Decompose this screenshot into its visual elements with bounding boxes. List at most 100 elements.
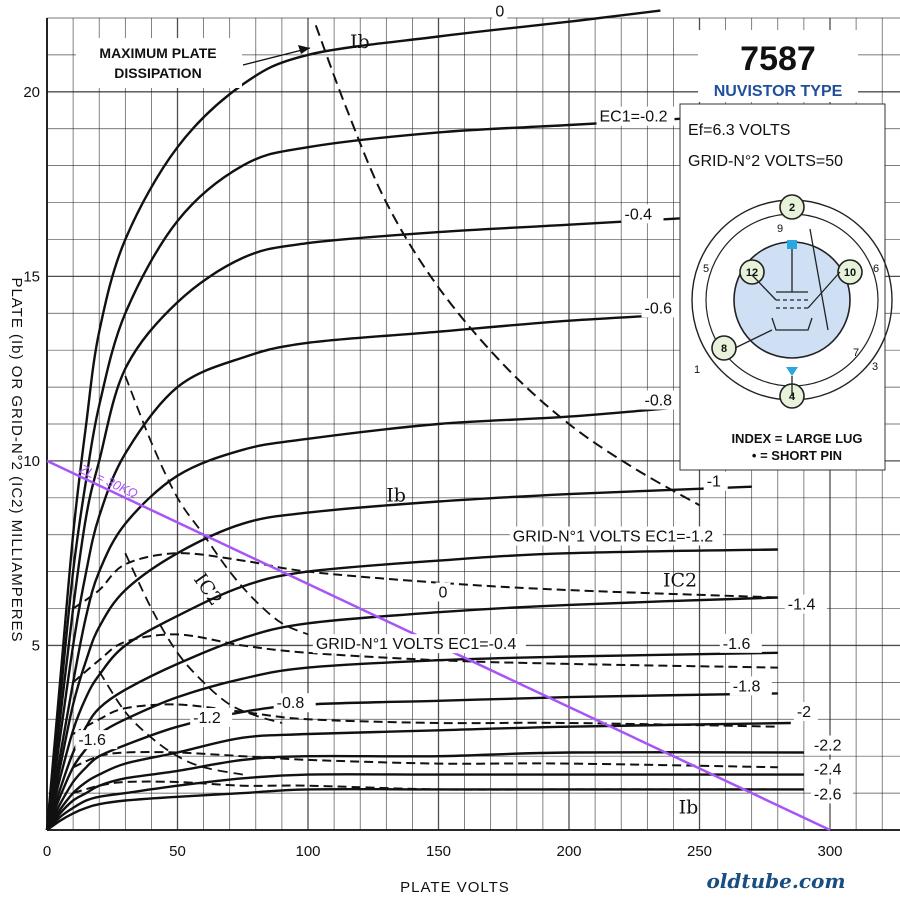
plate-curve-label: 0: [495, 4, 504, 21]
ic2-label: IC2: [663, 569, 697, 591]
y-tick-label: 5: [32, 637, 40, 654]
y-tick-label: 20: [23, 84, 40, 101]
x-tick-label: 250: [687, 843, 712, 860]
pin-small-label: 5: [703, 263, 709, 275]
screen-curve-label-bg: [273, 693, 316, 713]
plate-curve-label: -0.8: [645, 393, 673, 410]
y-axis-title: PLATE (Ib) OR GRID-N°2 (IC2) MILLIAMPERE…: [8, 277, 25, 642]
screen-curve-label: GRID-N°1 VOLTS EC1=-0.4: [316, 636, 516, 653]
curve-layer: [45, 9, 831, 832]
plate-curve-label-bg: [784, 594, 827, 614]
plate-curve-label-bg: [703, 471, 728, 491]
pin-circle: [837, 259, 863, 285]
screen-curve-label: -0.8: [277, 695, 305, 712]
y-tick-labels: 5 10 15 20: [23, 84, 40, 655]
screen-curve: [72, 552, 778, 610]
x-tick-label: 0: [43, 843, 51, 860]
x-tick-label: 50: [169, 843, 186, 860]
max-dissipation-line1: MAXIMUM PLATE: [99, 45, 216, 61]
pin-small-label: 9: [777, 223, 783, 235]
screen-curve: [72, 751, 778, 769]
plate-curve: [45, 485, 752, 831]
electrode-symbol: [734, 228, 841, 396]
plate-curve-label: -1: [707, 474, 721, 491]
plate-curve: [46, 751, 804, 831]
pin-small-label: 1: [694, 364, 700, 376]
pin-small-label: 6: [873, 263, 879, 275]
screen-curve-label-bg: [312, 634, 526, 654]
screen-curve-label-bg: [190, 707, 233, 727]
pin-small-labels: 9 5 6 1 7 3: [694, 223, 879, 376]
pin-circle: [739, 259, 765, 285]
plate-curve-label-bg: [596, 106, 675, 126]
x-tick-labels: 0 50 100 150 200 250 300: [43, 843, 843, 860]
curve-label-layer: ZL = 30KΩ0EC1=-0.2-0.4-0.6-0.8-1GRID-N°1…: [75, 1, 853, 818]
plate-curve-label: EC1=-0.2: [600, 109, 668, 126]
plate-curve-label-bg: [810, 784, 853, 804]
plate-curve-label: -2.2: [814, 737, 842, 754]
plate-curve-label: -1.4: [788, 596, 816, 613]
screen-envelope-curve: [124, 552, 283, 724]
max-dissipation-arrow: [242, 47, 311, 66]
chart-subtitle: NUVISTOR TYPE: [714, 83, 843, 100]
screen-curve: [72, 780, 778, 795]
plate-curve: [45, 596, 778, 831]
plate-curve: [45, 548, 778, 831]
y-tick-label: 10: [23, 453, 40, 470]
plate-curve-label: -2.6: [814, 786, 842, 803]
plate-curve: [45, 404, 700, 831]
max-dissipation-box: [76, 38, 242, 88]
x-tick-label: 150: [426, 843, 451, 860]
screen-envelope-curve: [124, 375, 309, 636]
plate-curve: [45, 312, 700, 831]
plate-curve-label-bg: [492, 1, 508, 21]
screen-curve-label: -1.2: [193, 710, 221, 727]
x-tick-label: 300: [817, 843, 842, 860]
plate-curve-label: -2.4: [814, 762, 842, 779]
screen-curve-label: -1.6: [78, 732, 106, 749]
title-box: [698, 30, 858, 102]
plate-curve-label-bg: [719, 633, 762, 653]
pin-label: 8: [721, 343, 727, 355]
condition-grid2: GRID-N°2 VOLTS=50: [688, 153, 843, 170]
footer-watermark: oldtube.com: [706, 869, 845, 893]
pin-label: 10: [844, 267, 856, 279]
screen-envelope-curve: [98, 670, 243, 776]
ib-plate-label: Ib: [386, 485, 406, 507]
pin-circle: [779, 194, 805, 220]
plate-curve-label-bg: [621, 204, 664, 224]
plate-curve: [45, 9, 661, 831]
screen-curve-label-bg: [435, 582, 451, 602]
pin-label: 2: [789, 202, 795, 214]
plate-curve-label-bg: [509, 526, 723, 546]
pin-diagram: 2 12 10 8 4 9 5 6 1 7 3: [691, 194, 893, 409]
screen-curve: [72, 633, 778, 684]
plate-curve-label: -1.6: [723, 636, 751, 653]
short-pin-marker: [786, 367, 798, 376]
plate-curve-label-bg: [729, 676, 772, 696]
plate-curve-label-bg: [793, 701, 818, 721]
pin-small-label: 3: [872, 361, 878, 373]
chart-title: 7587: [740, 40, 816, 78]
x-axis-title: PLATE VOLTS: [400, 879, 510, 896]
x-tick-label: 200: [556, 843, 581, 860]
index-lug: [787, 240, 797, 249]
screen-curve-label: 0: [439, 584, 448, 601]
max-dissipation-line2: DISSIPATION: [114, 65, 201, 81]
screen-curve: [72, 703, 778, 735]
plate-curve-label: GRID-N°1 VOLTS EC1=-1.2: [513, 528, 713, 545]
pin-label: 4: [789, 391, 796, 403]
plate-curve-label-bg: [641, 390, 684, 410]
plate-curve-label-bg: [810, 735, 853, 755]
plate-curve-label: -0.4: [625, 206, 653, 223]
plate-curve-label: -2: [797, 704, 811, 721]
pin-legend-index: INDEX = LARGE LUG: [731, 431, 862, 446]
x-tick-label: 100: [295, 843, 320, 860]
plate-curve-label-bg: [810, 759, 853, 779]
ib-dissipation-label: Ib: [350, 31, 370, 53]
ic2-envelope-label: IC2: [189, 569, 227, 610]
plate-curve-label: -1.8: [733, 678, 761, 695]
ib-bottom-label: Ib: [679, 796, 699, 818]
screen-curve-label-bg: [75, 730, 118, 750]
pin-legend-short: • = SHORT PIN: [752, 448, 842, 463]
